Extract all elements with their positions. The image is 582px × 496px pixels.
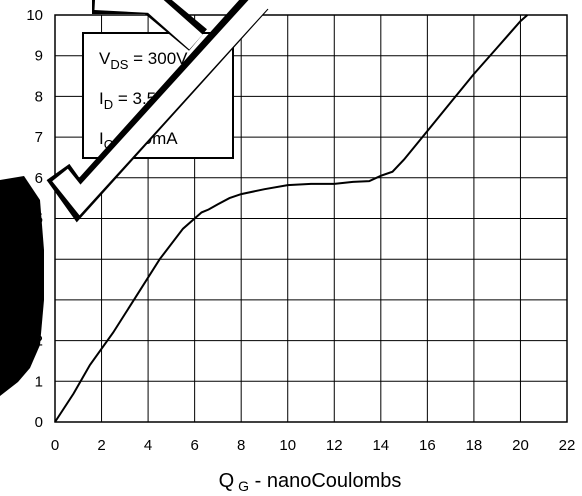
y-tick-label: 6	[35, 170, 43, 187]
x-tick-label: 4	[144, 437, 152, 454]
x-tick-label: 18	[466, 437, 483, 454]
x-tick-label: 0	[51, 437, 59, 454]
x-tick-labels: 0 2 4 6 8 10 12 14 16 18 20 22	[51, 437, 576, 454]
x-tick-label: 22	[559, 437, 576, 454]
y-tick-label: 7	[35, 129, 43, 146]
x-tick-label: 16	[419, 437, 436, 454]
x-tick-label: 8	[237, 437, 245, 454]
y-tick-label: 0	[35, 414, 43, 431]
x-tick-label: 12	[326, 437, 343, 454]
plot-frame	[54, 14, 568, 423]
y-tick-label: 9	[35, 48, 43, 65]
watermark-chevron-top-inner	[94, 0, 203, 50]
x-tick-label: 20	[512, 437, 529, 454]
watermark-arc	[0, 176, 44, 396]
y-tick-label: 8	[35, 88, 43, 105]
y-tick-label: 1	[35, 373, 43, 390]
x-tick-label: 2	[97, 437, 105, 454]
x-tick-label: 6	[190, 437, 198, 454]
annotation-line-1: VDS = 300V	[99, 49, 188, 72]
y-tick-label: 10	[26, 7, 43, 24]
watermark	[0, 0, 270, 396]
series-line	[54, 14, 529, 423]
x-tick-label: 10	[279, 437, 296, 454]
watermark-chevron-bottom-inner	[52, 0, 270, 216]
x-tick-label: 14	[372, 437, 389, 454]
